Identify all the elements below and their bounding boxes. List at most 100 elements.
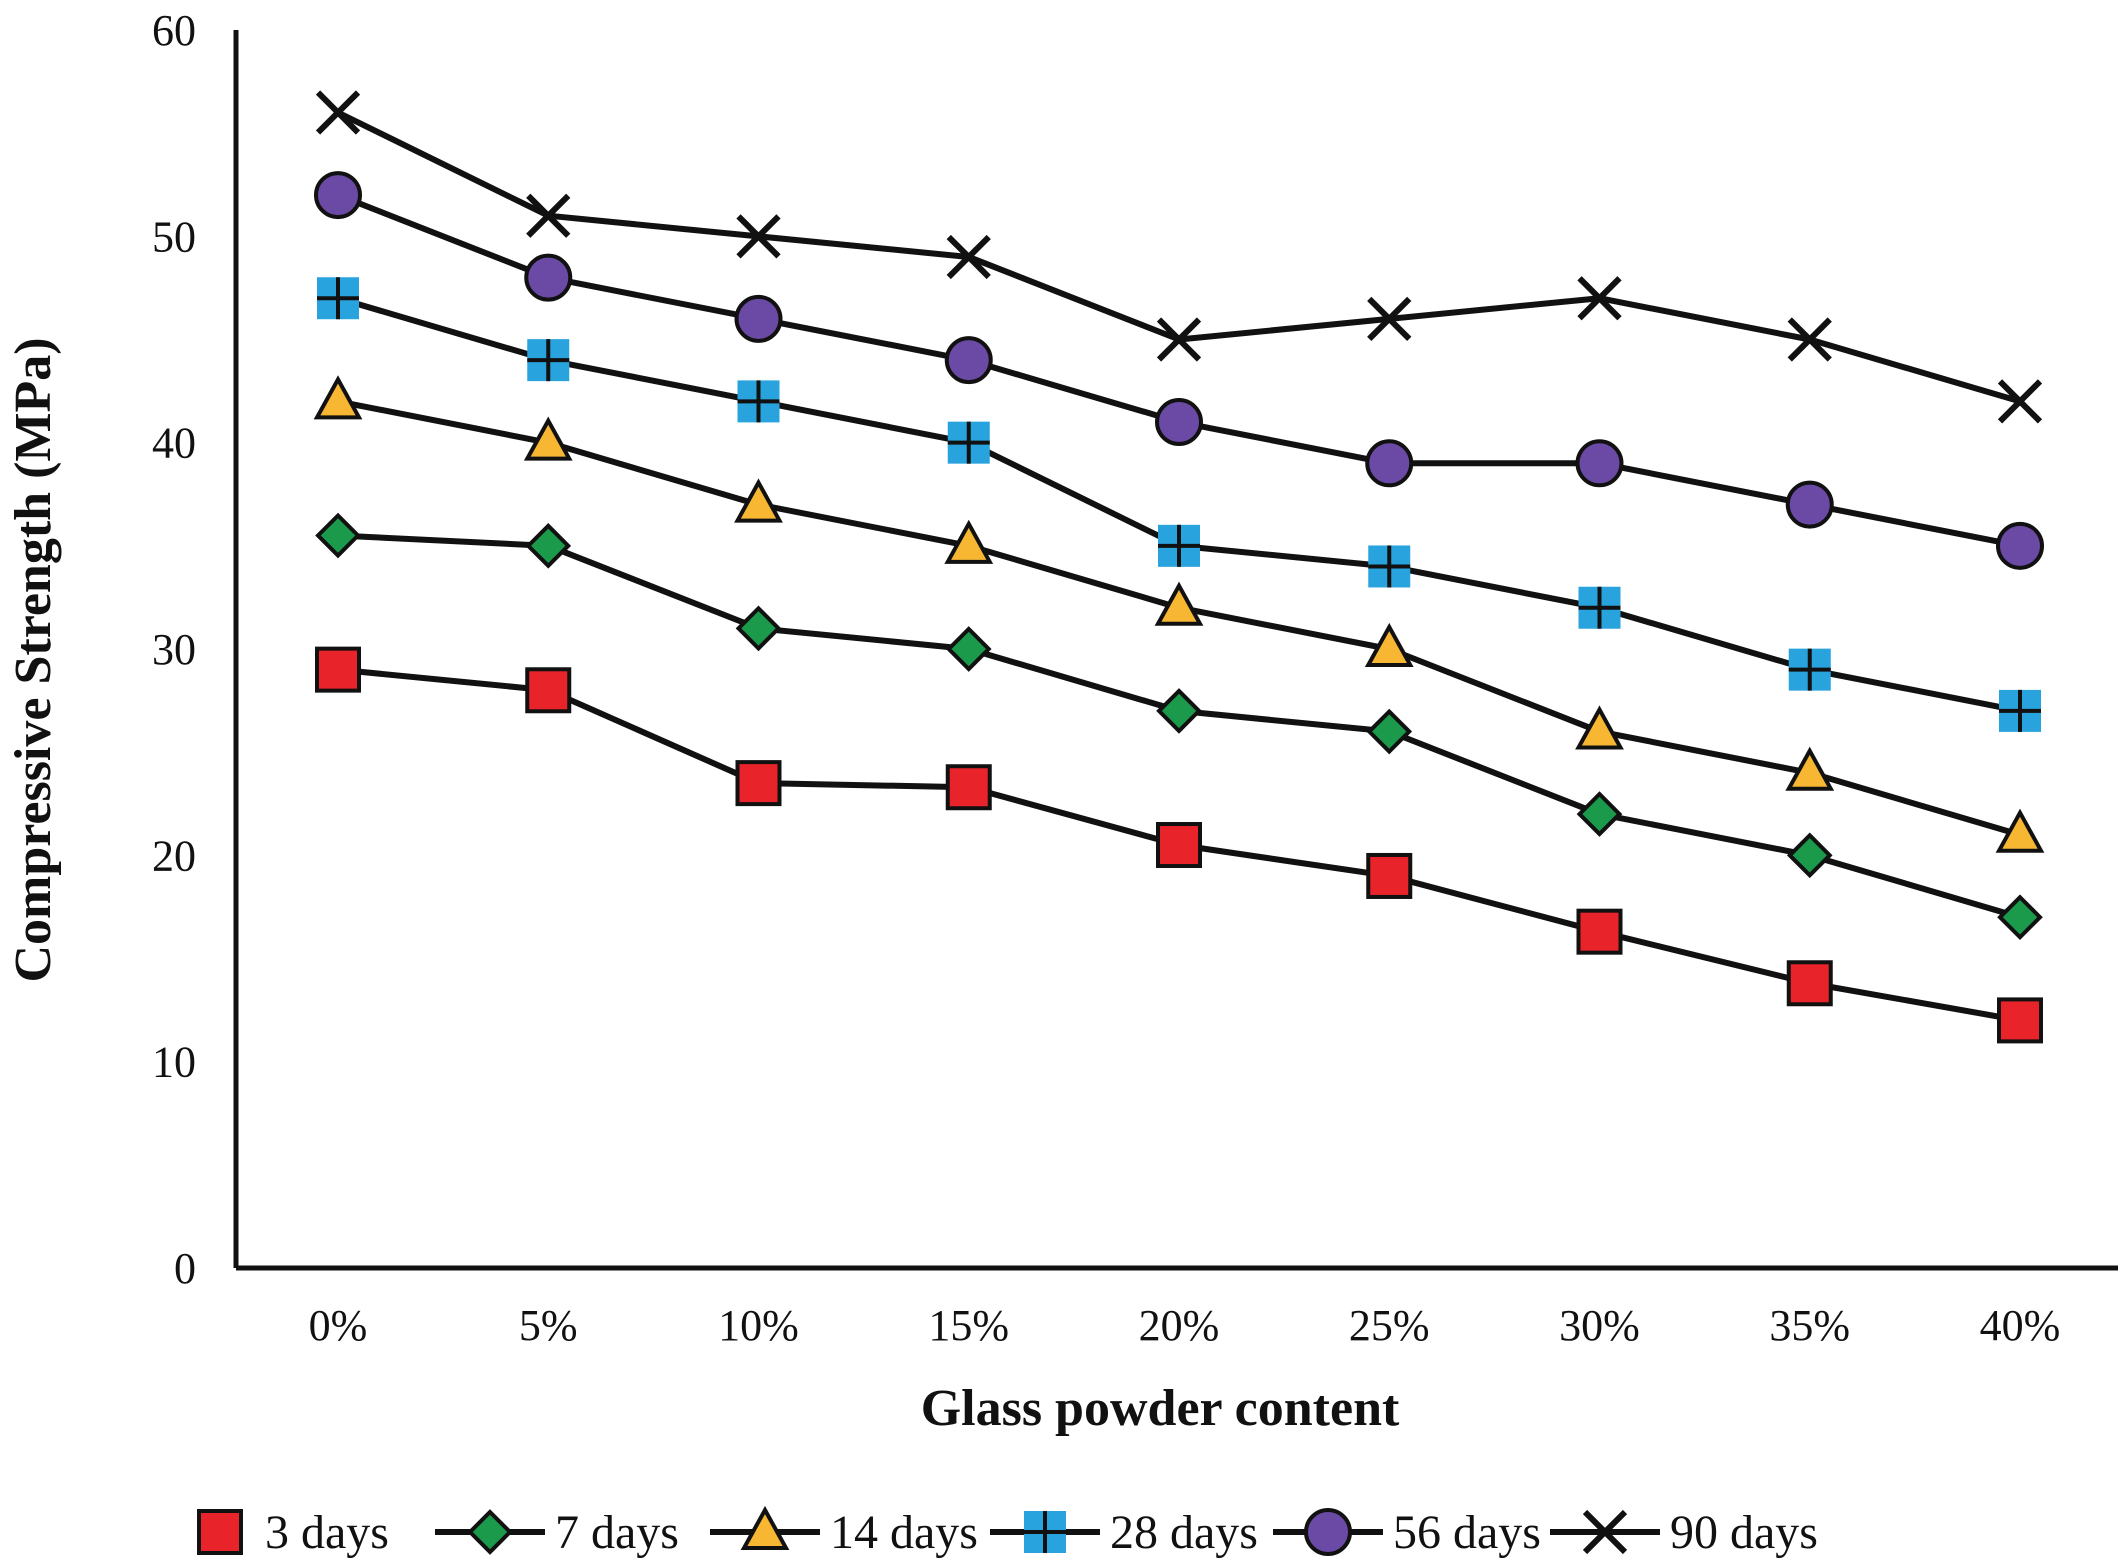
x-tick-labels: 0% 5% 10% 15% 20% 25% 30% 35% 40% xyxy=(309,1301,2061,1350)
data-point-14-days xyxy=(1995,808,2045,853)
legend-label: 7 days xyxy=(555,1506,679,1559)
x-axis-title: Glass powder content xyxy=(921,1380,1400,1437)
data-point-14-days xyxy=(1785,746,1835,791)
x-tick-label: 0% xyxy=(309,1301,368,1350)
series-3-days xyxy=(315,646,2043,1044)
data-point-90-days xyxy=(946,234,991,280)
data-point-56-days xyxy=(524,253,573,302)
legend-label: 56 days xyxy=(1393,1506,1541,1559)
series-7-days xyxy=(315,512,2043,941)
data-point-90-days xyxy=(1367,296,1412,341)
data-point-90-days xyxy=(315,90,361,135)
legend-item-14-days: 14 days xyxy=(710,1505,978,1559)
y-tick-label: 40 xyxy=(152,419,196,468)
x-tick-label: 25% xyxy=(1349,1301,1430,1350)
legend-marker xyxy=(197,1509,243,1555)
data-point-56-days xyxy=(944,336,993,385)
axes xyxy=(233,30,2118,1271)
data-point-7-days xyxy=(1156,688,1202,734)
data-point-28-days xyxy=(1788,648,1831,691)
data-point-7-days xyxy=(1576,791,1623,837)
legend-item-56-days: 56 days xyxy=(1273,1506,1541,1559)
data-point-90-days xyxy=(1997,379,2043,424)
data-point-90-days xyxy=(526,193,571,238)
data-point-90-days xyxy=(1787,317,1832,362)
y-tick-label: 60 xyxy=(152,6,196,55)
series-90-days xyxy=(315,90,2043,424)
legend-marker xyxy=(1582,1509,1628,1555)
legend-marker xyxy=(740,1505,790,1550)
data-point-3-days xyxy=(525,667,572,714)
series-56-days xyxy=(314,171,2044,570)
data-point-14-days xyxy=(1364,622,1414,667)
legend-marker xyxy=(467,1509,513,1555)
data-point-3-days xyxy=(1786,960,1833,1007)
legend-label: 3 days xyxy=(265,1506,389,1559)
legend-item-90-days: 90 days xyxy=(1550,1506,1818,1559)
data-point-3-days xyxy=(1997,997,2043,1044)
series-layer xyxy=(313,90,2045,1044)
data-point-28-days xyxy=(737,380,780,423)
data-point-56-days xyxy=(1785,480,1834,529)
data-point-3-days xyxy=(315,646,361,693)
data-point-56-days xyxy=(734,294,783,343)
series-14-days xyxy=(313,375,2045,853)
x-tick-label: 5% xyxy=(519,1301,578,1350)
data-point-7-days xyxy=(1997,894,2043,941)
data-point-7-days xyxy=(315,512,361,559)
data-point-56-days xyxy=(1155,398,1203,447)
x-tick-label: 15% xyxy=(928,1301,1009,1350)
y-tick-label: 10 xyxy=(152,1038,196,1087)
y-tick-label: 50 xyxy=(152,212,196,261)
data-point-90-days xyxy=(1156,317,1202,362)
data-point-28-days xyxy=(1368,545,1411,588)
data-point-14-days xyxy=(734,478,783,523)
series-28-days xyxy=(317,277,2041,732)
x-tick-label: 20% xyxy=(1139,1301,1220,1350)
y-tick-label: 20 xyxy=(152,831,196,880)
data-point-28-days xyxy=(1158,524,1200,567)
x-tick-label: 10% xyxy=(718,1301,799,1350)
legend-marker xyxy=(1024,1511,1066,1553)
legend-item-7-days: 7 days xyxy=(435,1506,679,1559)
data-point-7-days xyxy=(945,626,992,672)
data-point-3-days xyxy=(735,760,782,807)
data-point-56-days xyxy=(1365,439,1414,488)
data-point-28-days xyxy=(527,339,570,382)
data-point-14-days xyxy=(944,519,994,564)
data-point-3-days xyxy=(1156,822,1202,869)
data-point-14-days xyxy=(1154,581,1204,626)
data-point-14-days xyxy=(1575,705,1624,750)
data-point-7-days xyxy=(735,605,782,652)
series-line-28-days xyxy=(337,295,2021,714)
legend: 3 days 7 days 14 days 28 days 56 days 90 days xyxy=(197,1505,1818,1559)
data-point-3-days xyxy=(1576,908,1623,955)
x-tick-label: 30% xyxy=(1559,1301,1640,1350)
data-point-28-days xyxy=(1999,689,2041,732)
data-point-14-days xyxy=(313,375,363,420)
data-point-56-days xyxy=(314,171,362,220)
y-axis-title: Compressive Strength (MPa) xyxy=(5,337,62,982)
data-point-28-days xyxy=(947,421,990,464)
y-tick-label: 0 xyxy=(174,1244,196,1293)
data-point-7-days xyxy=(1366,708,1413,755)
data-point-56-days xyxy=(1996,521,2044,570)
series-line-90-days xyxy=(336,109,2021,405)
x-tick-label: 35% xyxy=(1769,1301,1850,1350)
legend-label: 90 days xyxy=(1670,1506,1818,1559)
data-point-3-days xyxy=(945,764,992,811)
data-point-90-days xyxy=(736,214,781,259)
y-tick-label: 30 xyxy=(152,625,196,674)
data-point-3-days xyxy=(1366,852,1413,899)
legend-label: 28 days xyxy=(1110,1506,1258,1559)
legend-marker xyxy=(1304,1508,1352,1556)
data-point-14-days xyxy=(523,416,573,461)
data-point-28-days xyxy=(1578,586,1621,629)
y-tick-labels: 0 10 20 30 40 50 60 xyxy=(152,6,196,1293)
data-point-7-days xyxy=(1786,832,1833,879)
legend-label: 14 days xyxy=(830,1506,978,1559)
data-point-90-days xyxy=(1577,276,1622,321)
data-point-7-days xyxy=(525,523,572,569)
legend-item-28-days: 28 days xyxy=(990,1506,1258,1559)
